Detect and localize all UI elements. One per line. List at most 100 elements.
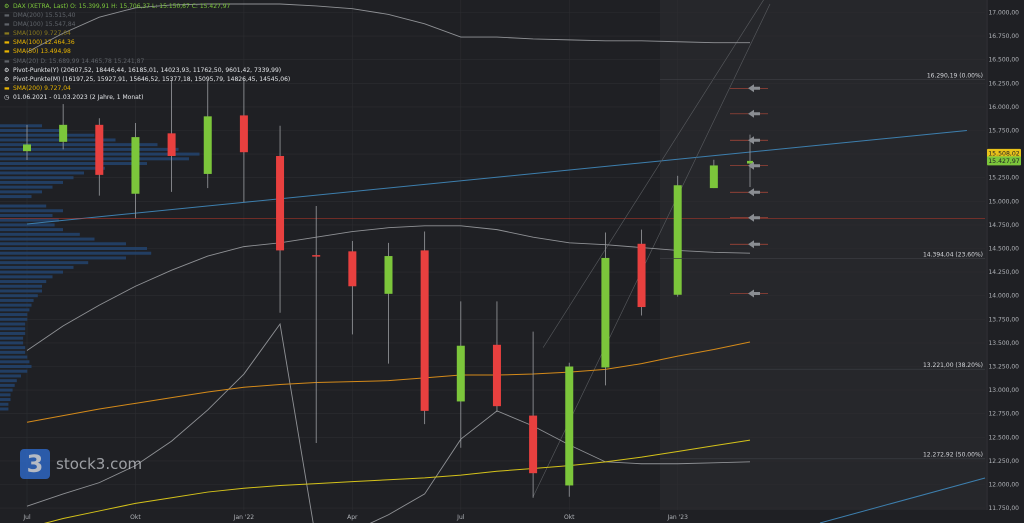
legend-row[interactable]: ▬ SMA(100) 9.727,04 — [4, 29, 290, 38]
volume-profile-bar — [0, 336, 24, 340]
volume-profile-bar — [0, 143, 158, 147]
y-tick-label: 13.750,00 — [988, 316, 1019, 323]
volume-profile-bar — [0, 166, 105, 170]
y-tick-label: 16.000,00 — [988, 104, 1019, 111]
candle-body — [673, 185, 682, 295]
y-tick-label: 16.250,00 — [988, 80, 1019, 87]
volume-profile-bar — [0, 393, 11, 397]
gear-icon[interactable]: ⚙ — [4, 3, 10, 10]
volume-profile-bar — [0, 317, 28, 321]
y-tick-label: 12.750,00 — [988, 411, 1019, 418]
legend-row[interactable]: ▬ SMA(100) 12.464,36 — [4, 38, 290, 47]
volume-profile-bar — [0, 294, 38, 298]
volume-profile-bar — [0, 341, 24, 345]
x-tick-label: Jan '22 — [233, 514, 255, 521]
volume-profile-bar — [0, 308, 30, 312]
volume-profile-bar — [0, 247, 147, 251]
legend-row[interactable]: ◷ 01.06.2021 - 01.03.2023 (2 Jahre, 1 Mon… — [4, 93, 290, 102]
volume-profile-bar — [0, 147, 179, 151]
volume-profile-bar — [0, 162, 147, 166]
chart-legend: ⚙ DAX (XETRA, Last) O: 15.399,91 H: 15.70… — [4, 2, 290, 102]
volume-profile-bar — [0, 398, 11, 402]
volume-profile-bar — [0, 232, 80, 236]
candle-body — [131, 137, 140, 194]
lower-trend-line — [819, 477, 986, 523]
y-tick-label: 15.000,00 — [988, 198, 1019, 205]
x-tick-label: Jul — [456, 514, 465, 521]
volume-profile-bar — [0, 204, 47, 208]
y-tick-label: 16.500,00 — [988, 57, 1019, 64]
y-tick-label: 13.000,00 — [988, 387, 1019, 394]
y-tick-label: 14.000,00 — [988, 293, 1019, 300]
line-swatch-icon: ▬ — [4, 48, 10, 56]
y-tick-label: 13.250,00 — [988, 364, 1019, 371]
y-tick-label: 14.500,00 — [988, 246, 1019, 253]
line-swatch-icon: ▬ — [4, 84, 10, 92]
candle-body — [239, 115, 248, 153]
candle-body — [23, 144, 31, 152]
y-tick-label: 16.750,00 — [988, 33, 1019, 40]
volume-profile-bar — [0, 289, 42, 293]
candle-body — [637, 243, 646, 308]
y-tick-label: 15.250,00 — [988, 175, 1019, 182]
legend-row[interactable]: ▬ DMA(100) 15.547,84 — [4, 20, 290, 29]
x-tick-label: Okt — [130, 514, 141, 521]
fib-level-label: 12.272,92 (50.00%) — [923, 452, 983, 459]
y-tick-label: 13.500,00 — [988, 340, 1019, 347]
volume-profile-bar — [0, 313, 28, 317]
y-tick-label: 17.000,00 — [988, 9, 1019, 16]
candle-body — [312, 255, 321, 257]
bollinger-middle-line — [26, 225, 751, 351]
legend-row[interactable]: ⚙ Pivot-Punkte(M) (16197,25, 15927,91, 15… — [4, 75, 290, 84]
volume-profile-bar — [0, 374, 21, 378]
volume-profile-bar — [0, 402, 9, 406]
legend-row-text: SMA(200) 9.727,04 — [13, 84, 71, 92]
candle-body — [529, 415, 538, 474]
volume-profile-bar — [0, 223, 55, 227]
price-badge-label: 15.427,97 — [988, 158, 1020, 165]
volume-profile-bar — [0, 129, 63, 132]
fib-level-label: 13.221,00 (38.20%) — [923, 362, 983, 369]
line-swatch-icon: ▬ — [4, 21, 10, 29]
y-tick-label: 14.250,00 — [988, 269, 1019, 276]
candle-body — [167, 133, 176, 156]
legend-row[interactable]: ▬ SMA(200) 9.727,04 — [4, 84, 290, 93]
price-badge-label: 15.508,02 — [988, 151, 1020, 158]
pivot-arrow-icon — [748, 109, 760, 118]
x-tick-label: Apr — [347, 514, 358, 521]
y-tick-label: 12.250,00 — [988, 458, 1019, 465]
candle-body — [747, 160, 753, 164]
volume-profile-bar — [0, 322, 26, 326]
candlesticks[interactable] — [23, 79, 753, 498]
legend-row[interactable]: ⚙ Pivot-Punkte(Y) (20607,52, 18446,44, 16… — [4, 66, 290, 75]
sma-yellow-line — [43, 439, 751, 523]
volume-profile-bar — [0, 195, 32, 199]
volume-profile-bar — [0, 303, 32, 307]
legend-row[interactable]: ▬ SMA(50) 13.494,98 — [4, 47, 290, 56]
candle-body — [420, 250, 429, 411]
trend-line — [26, 130, 967, 225]
y-tick-label: 11.750,00 — [988, 505, 1019, 512]
candle-body — [95, 124, 104, 175]
legend-row[interactable]: ▬ DMA(200) 15.515,40 — [4, 11, 290, 20]
legend-row[interactable]: ▬ SMA(20) D: 15.689,99 14.465,78 15.241,8… — [4, 57, 290, 66]
volume-profile-bar — [0, 331, 26, 335]
legend-row-text: Pivot-Punkte(M) (16197,25, 15927,91, 156… — [13, 75, 291, 83]
volume-profile-bar — [0, 327, 26, 331]
legend-row-text: 01.06.2021 - 01.03.2023 (2 Jahre, 1 Mona… — [13, 93, 144, 101]
volume-profile-bar — [0, 190, 42, 194]
price-badge — [987, 148, 1021, 158]
volume-profile-bar — [0, 360, 30, 364]
legend-row-text: SMA(50) 13.494,98 — [13, 48, 71, 56]
candle-body — [492, 344, 501, 407]
volume-profile-bar — [0, 388, 13, 392]
volume-profile-bar — [0, 261, 89, 265]
volume-profile-bar — [0, 365, 32, 369]
gear-icon: ⚙ — [4, 66, 10, 74]
volume-profile-bar — [0, 369, 28, 373]
line-swatch-icon: ▬ — [4, 30, 10, 38]
legend-row-text: SMA(100) 9.727,04 — [13, 30, 71, 38]
fibonacci-levels: 16.290,19 (0.00%) 14.394,04 (23.60%) 13.22… — [660, 73, 985, 460]
watermark-text: stock3.com — [56, 455, 143, 473]
